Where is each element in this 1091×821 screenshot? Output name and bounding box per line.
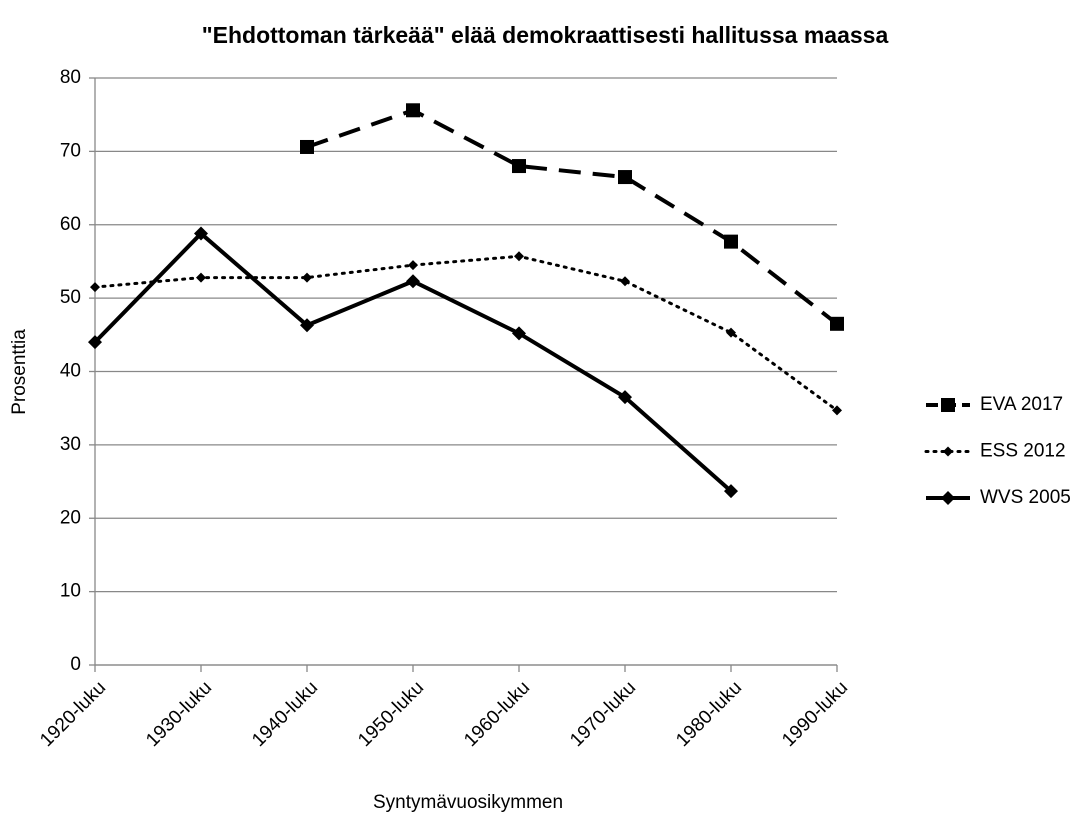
marker (618, 390, 632, 405)
x-tick-label: 1960-luku (460, 677, 534, 751)
x-axis-label: Syntymävuosikymmen (373, 792, 563, 813)
x-tick-label: 1940-luku (248, 677, 322, 751)
y-tick-label: 20 (60, 507, 81, 528)
x-tick-label: 1920-luku (36, 677, 110, 751)
marker (943, 446, 953, 457)
series-line (306, 108, 839, 326)
marker (408, 260, 418, 271)
marker (406, 274, 420, 289)
marker (512, 326, 526, 341)
legend-label: EVA 2017 (980, 394, 1063, 415)
series-line (93, 230, 733, 493)
marker (830, 316, 844, 331)
y-tick-label: 10 (60, 581, 81, 602)
x-tick-label: 1970-luku (566, 677, 640, 751)
marker (90, 282, 100, 293)
marker (941, 491, 955, 505)
marker (300, 318, 314, 333)
legend-label: ESS 2012 (980, 441, 1066, 462)
marker (88, 335, 102, 350)
y-axis-label: Prosenttia (9, 329, 30, 415)
marker (512, 159, 526, 174)
y-tick-label: 80 (60, 67, 81, 88)
marker (620, 276, 630, 287)
x-tick-label: 1950-luku (354, 677, 428, 751)
y-tick-label: 0 (70, 654, 81, 675)
x-tick-label: 1930-luku (142, 677, 216, 751)
chart-title: "Ehdottoman tärkeää" elää demokraattises… (202, 22, 889, 48)
legend-label: WVS 2005 (980, 487, 1071, 508)
marker (832, 405, 842, 416)
marker (194, 226, 208, 241)
y-tick-label: 30 (60, 434, 81, 455)
marker (514, 251, 524, 262)
y-tick-label: 50 (60, 287, 81, 308)
y-tick-label: 70 (60, 140, 81, 161)
marker (302, 272, 312, 283)
series-line (93, 254, 839, 412)
marker (196, 272, 206, 283)
marker (724, 484, 738, 499)
marker (724, 234, 738, 249)
marker (406, 103, 420, 118)
marker (726, 327, 736, 338)
y-tick-label: 40 (60, 361, 81, 382)
y-tick-label: 60 (60, 214, 81, 235)
marker (941, 398, 955, 412)
marker (300, 139, 314, 154)
marker (618, 170, 632, 185)
x-tick-label: 1980-luku (672, 677, 746, 751)
x-tick-label: 1990-luku (778, 677, 852, 751)
